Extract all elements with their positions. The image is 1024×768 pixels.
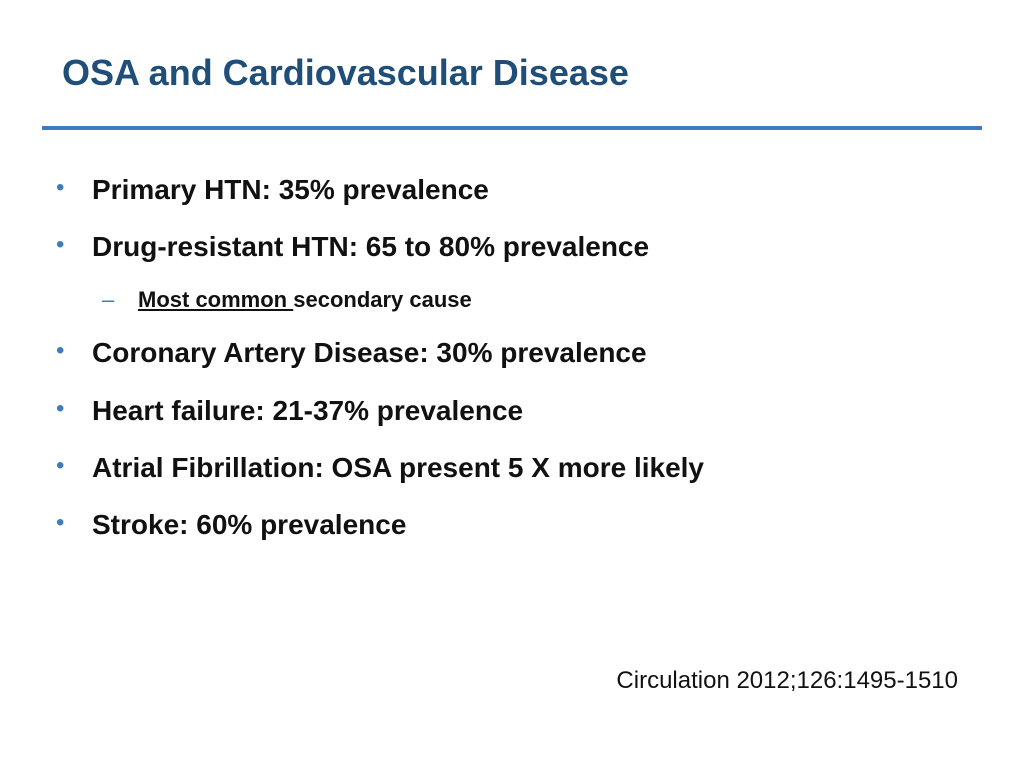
bullet-stroke: • Stroke: 60% prevalence (56, 509, 407, 541)
bullet-marker: • (56, 395, 65, 422)
bullet-heart-failure: • Heart failure: 21-37% prevalence (56, 395, 524, 427)
slide-title: OSA and Cardiovascular Disease (62, 52, 629, 93)
sub-bullet-marker: – (102, 287, 115, 312)
citation: Circulation 2012;126:1495-1510 (616, 667, 958, 694)
bullet-drug-resistant-htn: • Drug-resistant HTN: 65 to 80% prevalen… (56, 231, 650, 263)
bullet-coronary-artery-disease: • Coronary Artery Disease: 30% prevalenc… (56, 337, 647, 369)
bullet-marker: • (56, 231, 65, 258)
bullet-marker: • (56, 452, 65, 479)
sub-bullet-text: secondary cause (293, 287, 472, 312)
bullet-text: Primary HTN: 35% prevalence (92, 174, 489, 205)
bullet-text: Heart failure: 21-37% prevalence (92, 395, 524, 426)
bullet-text: Coronary Artery Disease: 30% prevalence (92, 337, 647, 368)
bullet-text: Stroke: 60% prevalence (92, 509, 407, 540)
bullet-marker: • (56, 509, 65, 536)
bullet-marker: • (56, 174, 65, 201)
bullet-text: Atrial Fibrillation: OSA present 5 X mor… (92, 452, 705, 483)
bullet-text: Drug-resistant HTN: 65 to 80% prevalence (92, 231, 650, 262)
sub-bullet-underlined-text: Most common (138, 287, 294, 312)
title-divider (42, 126, 982, 130)
sub-bullet-secondary-cause: – Most common secondary cause (102, 287, 472, 313)
bullet-atrial-fibrillation: • Atrial Fibrillation: OSA present 5 X m… (56, 452, 705, 484)
bullet-primary-htn: • Primary HTN: 35% prevalence (56, 174, 489, 206)
bullet-marker: • (56, 337, 65, 364)
